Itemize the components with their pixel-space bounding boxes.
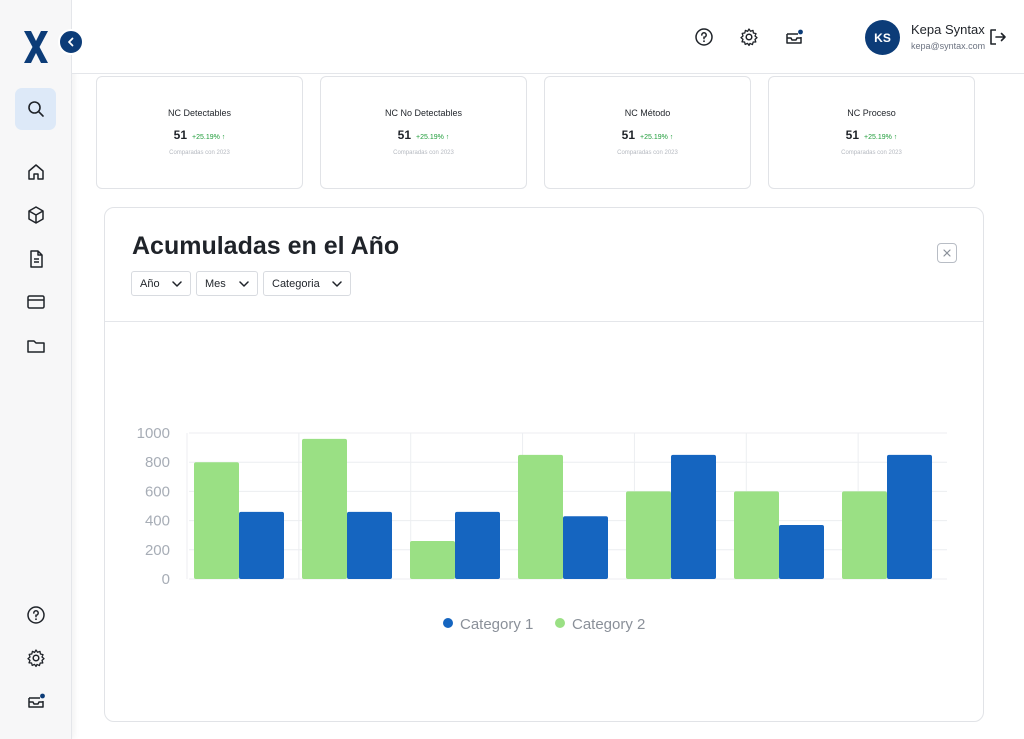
inbox-icon [786, 29, 803, 44]
bar-category-1 [887, 454, 932, 579]
stat-card-value: 51 [173, 128, 188, 142]
filter-label: Categoria [272, 277, 320, 290]
bar-category-2 [194, 462, 239, 579]
filter-category-dropdown[interactable]: Categoria [263, 271, 351, 296]
bar-category-2 [302, 438, 347, 579]
stat-card-value: 51 [621, 128, 636, 142]
bar-category-1 [779, 524, 824, 579]
bar-category-2 [734, 491, 779, 579]
header-settings-button[interactable] [738, 26, 760, 48]
sidebar-item-billing[interactable] [24, 290, 48, 314]
stat-card-nc-proceso: NC Proceso 51 +25.19% ↑ Comparadas con 20… [768, 76, 975, 189]
bar-category-1 [347, 511, 392, 579]
stat-card-delta: +25.19% ↑ [416, 134, 450, 141]
bar-category-1 [239, 511, 284, 579]
bar-category-2 [410, 541, 455, 579]
legend-marker [555, 618, 565, 628]
bar-category-1 [671, 454, 716, 579]
search-icon [27, 101, 44, 117]
sidebar-item-home[interactable] [24, 160, 48, 184]
filter-label: Año [140, 277, 160, 290]
brand-logo [24, 31, 48, 63]
close-panel-button[interactable] [937, 243, 957, 263]
stat-card-value: 51 [397, 128, 412, 142]
legend-label: Category 1 [460, 616, 533, 633]
user-name: Kepa Syntax [911, 22, 985, 37]
panel-title: Acumuladas en el Año [132, 232, 400, 260]
collapse-sidebar-button[interactable] [58, 29, 84, 55]
panel-divider [105, 321, 983, 322]
close-icon [943, 249, 951, 257]
chevron-down-icon [332, 281, 342, 287]
avatar[interactable]: KS [865, 20, 900, 55]
folder-icon [27, 340, 45, 353]
header-inbox-button[interactable] [783, 26, 805, 48]
bar-chart: 0 200 400 600 800 1000 Category 1 Category 2 [137, 425, 947, 633]
filter-label: Mes [205, 277, 226, 290]
logout-icon [990, 29, 1006, 45]
y-tick-label: 0 [162, 571, 170, 588]
legend-label: Category 2 [572, 616, 645, 633]
y-tick-label: 1000 [137, 425, 170, 442]
help-icon [695, 28, 713, 46]
stat-card-title: NC Proceso [847, 108, 896, 118]
stat-card-nc-metodo: NC Método 51 +25.19% ↑ Comparadas con 202… [544, 76, 751, 189]
sidebar-item-documents[interactable] [24, 247, 48, 271]
stat-card-row: 51 +25.19% ↑ [321, 126, 526, 144]
bar-category-2 [842, 491, 887, 579]
header-help-button[interactable] [693, 26, 715, 48]
legend-marker [443, 618, 453, 628]
bar-category-1 [563, 516, 608, 579]
sidebar-search-button[interactable] [15, 88, 56, 130]
sidebar-help-button[interactable] [24, 603, 48, 627]
inbox-icon [28, 693, 45, 708]
stat-card-title: NC No Detectables [384, 108, 463, 118]
bar-category-1 [455, 511, 500, 579]
bar-category-2 [626, 491, 671, 579]
y-tick-label: 600 [145, 483, 170, 500]
sidebar-inbox-button[interactable] [24, 689, 48, 713]
bar-category-2 [518, 454, 563, 579]
chevron-down-icon [172, 281, 182, 287]
help-icon [27, 606, 45, 624]
sidebar-item-folders[interactable] [24, 334, 48, 358]
stat-card-note: Comparadas con 2023 [617, 150, 678, 156]
filter-year-dropdown[interactable]: Año [131, 271, 191, 296]
gear-icon [27, 649, 45, 668]
filter-month-dropdown[interactable]: Mes [196, 271, 258, 296]
y-tick-label: 800 [145, 454, 170, 471]
stat-card-title: NC Método [624, 108, 671, 118]
y-tick-label: 200 [145, 542, 170, 559]
gear-icon [740, 28, 758, 47]
stat-card-note: Comparadas con 2023 [841, 150, 902, 156]
top-header: KS Kepa Syntax kepa@syntax.com [72, 0, 1024, 74]
user-email: kepa@syntax.com [911, 41, 986, 51]
sidebar-item-products[interactable] [24, 203, 48, 227]
stat-card-value: 51 [845, 128, 860, 142]
stat-card-delta: +25.19% ↑ [192, 134, 226, 141]
card-icon [27, 295, 45, 309]
stat-card-note: Comparadas con 2023 [393, 150, 454, 156]
y-tick-label: 400 [145, 513, 170, 530]
home-icon [28, 164, 44, 180]
stat-card-title: NC Detectables [167, 108, 232, 118]
stat-card-row: 51 +25.19% ↑ [97, 126, 302, 144]
chevron-down-icon [239, 281, 249, 287]
sidebar [0, 0, 84, 739]
stat-card-note: Comparadas con 2023 [169, 150, 230, 156]
logout-button[interactable] [988, 27, 1008, 47]
stat-card-row: 51 +25.19% ↑ [769, 126, 974, 144]
stat-card-nc-detectables: NC Detectables 51 +25.19% ↑ Comparadas co… [96, 76, 303, 189]
box-icon [28, 206, 44, 224]
stat-card-delta: +25.19% ↑ [864, 134, 898, 141]
stat-card-row: 51 +25.19% ↑ [545, 126, 750, 144]
stat-card-nc-no-detectables: NC No Detectables 51 +25.19% ↑ Comparadas… [320, 76, 527, 189]
document-icon [30, 250, 43, 268]
sidebar-settings-button[interactable] [24, 646, 48, 670]
stat-card-delta: +25.19% ↑ [640, 134, 674, 141]
chevron-left-icon [68, 37, 74, 47]
chart-panel: Acumuladas en el Año Año Mes Categoria 0… [104, 207, 984, 722]
